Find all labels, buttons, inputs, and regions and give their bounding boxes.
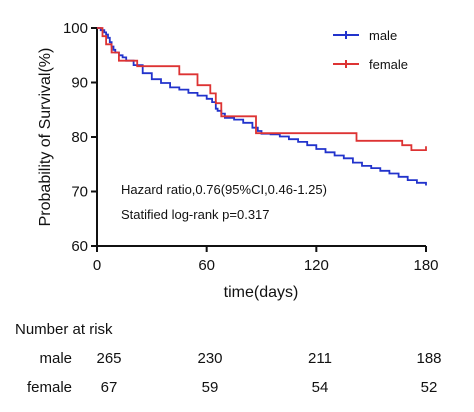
risk-value-male-0: 265 bbox=[96, 350, 121, 367]
risk-table-title: Number at risk bbox=[15, 321, 113, 338]
risk-value-female-0: 67 bbox=[101, 379, 118, 396]
x-axis-ticks: 0 60 120 180 bbox=[93, 246, 439, 274]
risk-value-male-60: 230 bbox=[197, 350, 222, 367]
x-tick-label: 120 bbox=[304, 257, 329, 274]
risk-row-label-male: male bbox=[39, 350, 72, 367]
y-tick-label: 60 bbox=[71, 238, 88, 255]
legend-label-male: male bbox=[369, 28, 397, 43]
risk-value-female-120: 54 bbox=[312, 379, 329, 396]
risk-value-female-60: 59 bbox=[202, 379, 219, 396]
risk-value-male-120: 211 bbox=[308, 350, 332, 367]
x-axis-label: time(days) bbox=[224, 284, 299, 301]
x-tick-label: 60 bbox=[198, 257, 215, 274]
risk-value-male-180: 188 bbox=[416, 350, 441, 367]
x-tick-label: 180 bbox=[413, 257, 438, 274]
logrank-annotation: Statified log-rank p=0.317 bbox=[121, 207, 270, 222]
x-tick-label: 0 bbox=[93, 257, 101, 274]
risk-row-label-female: female bbox=[27, 379, 72, 396]
y-tick-label: 90 bbox=[71, 75, 88, 92]
legend: male female bbox=[333, 28, 408, 72]
series-line-male bbox=[97, 27, 427, 186]
plot-area: 60 70 80 90 100 0 60 120 180 bbox=[63, 20, 439, 274]
y-axis-label: Probability of Survival(%) bbox=[37, 48, 54, 227]
y-tick-label: 100 bbox=[63, 20, 88, 37]
y-tick-label: 70 bbox=[71, 184, 88, 201]
risk-value-female-180: 52 bbox=[421, 379, 438, 396]
series-line-female bbox=[97, 27, 427, 151]
legend-label-female: female bbox=[369, 57, 408, 72]
hazard-ratio-annotation: Hazard ratio,0.76(95%CI,0.46-1.25) bbox=[121, 182, 327, 197]
y-axis-ticks: 60 70 80 90 100 bbox=[63, 20, 97, 255]
y-tick-label: 80 bbox=[71, 129, 88, 146]
risk-table: Number at risk male 265 230 211 188 fema… bbox=[15, 321, 442, 396]
series-layer bbox=[97, 27, 427, 186]
